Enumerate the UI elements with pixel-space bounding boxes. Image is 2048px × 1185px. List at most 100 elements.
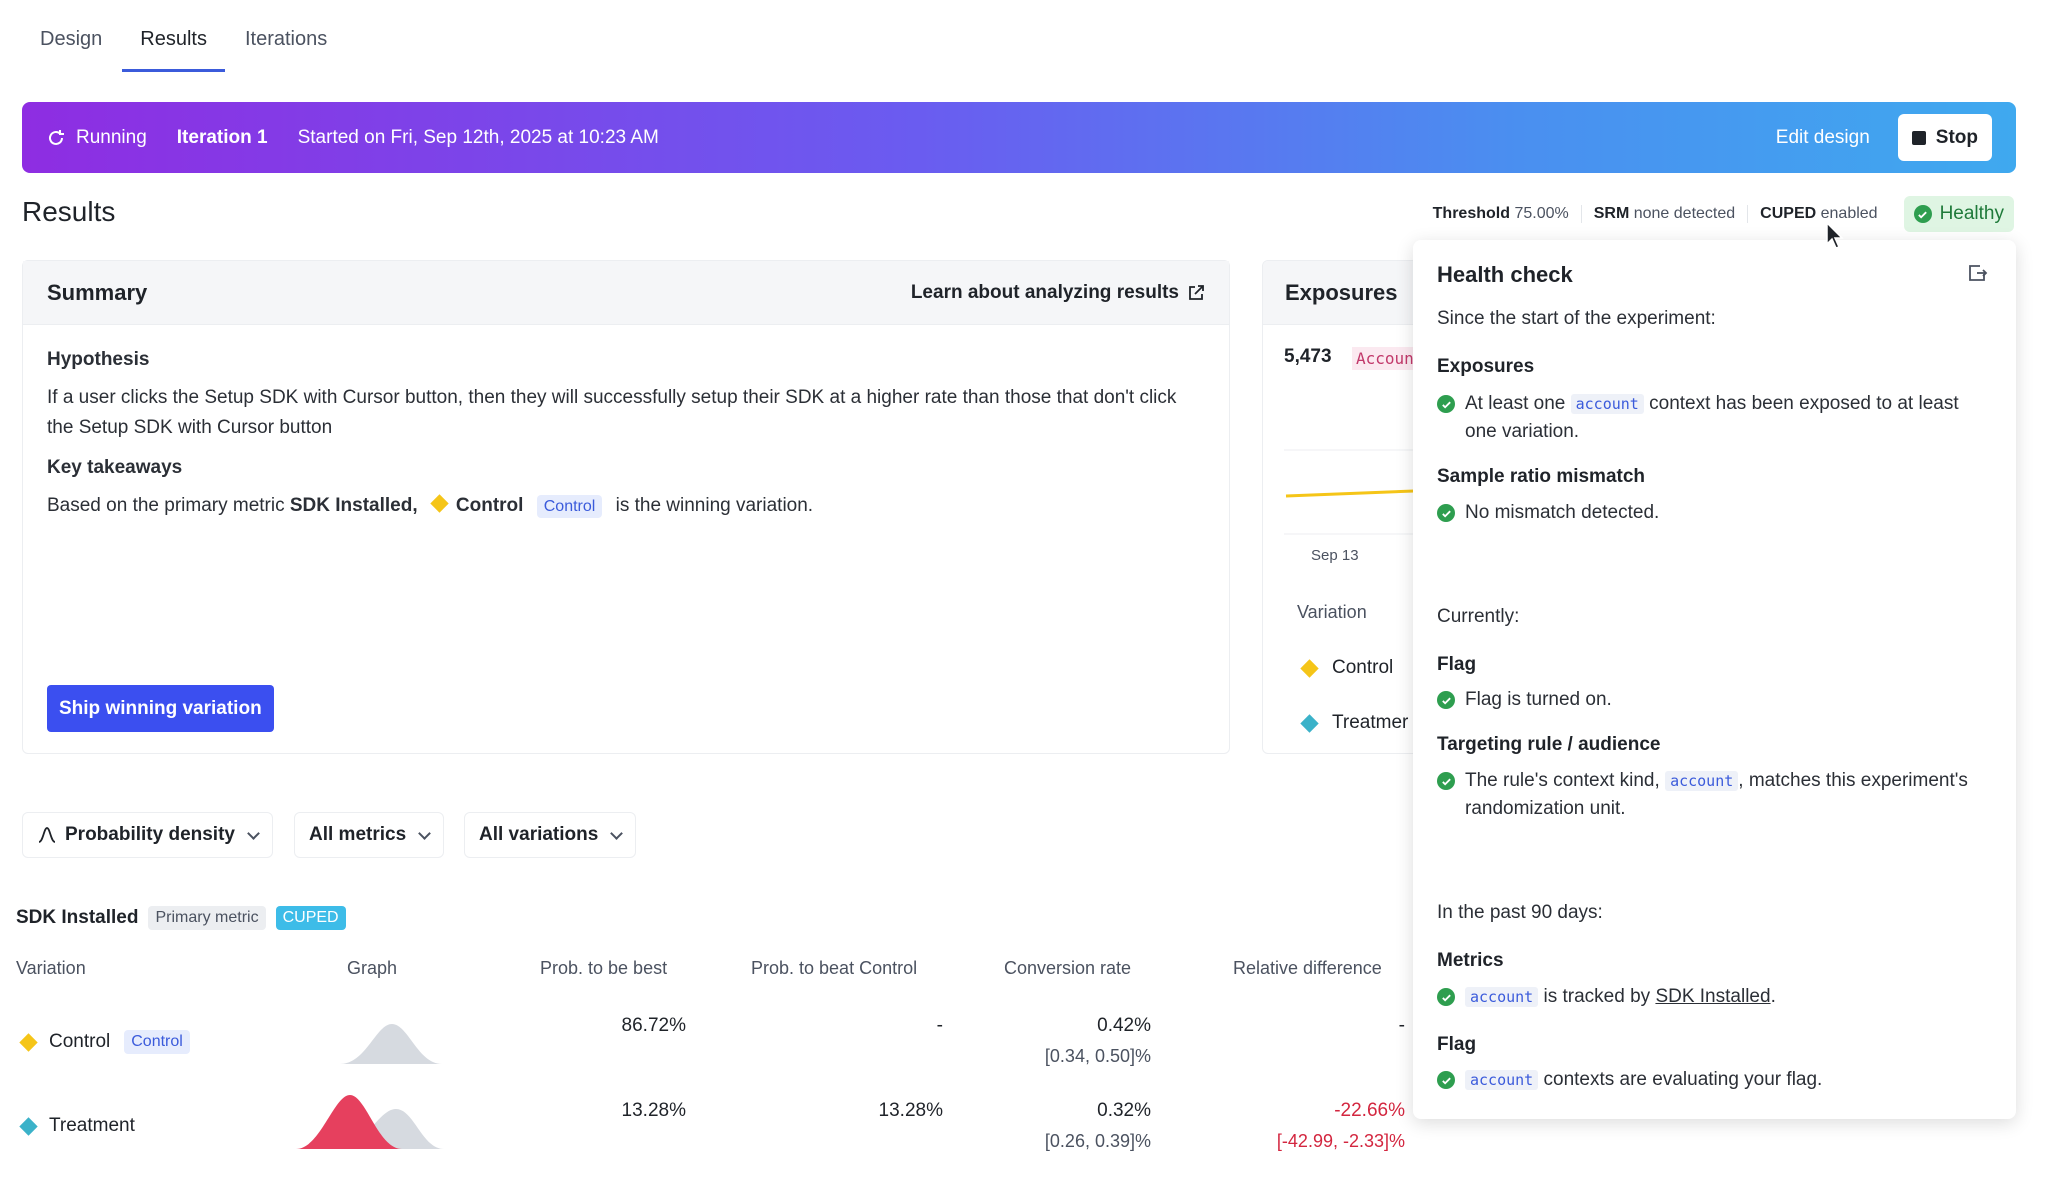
tab-results[interactable]: Results xyxy=(122,22,225,72)
exposures-line-chart xyxy=(1284,449,1414,535)
refresh-icon xyxy=(49,129,64,145)
check-circle-icon xyxy=(1437,504,1455,522)
started-label: Started on Fri, Sep 12th, 2025 at 10:23 … xyxy=(297,126,659,148)
control-pill: Control xyxy=(124,1030,190,1054)
summary-body: Hypothesis If a user clicks the Setup SD… xyxy=(23,325,1229,560)
hypothesis-heading: Hypothesis xyxy=(47,349,150,370)
col-header-graph: Graph xyxy=(347,958,398,978)
status-banner: Running Iteration 1 Started on Fri, Sep … xyxy=(22,102,2016,173)
check-circle-icon xyxy=(1913,205,1932,223)
flag-check: Flag is turned on. xyxy=(1437,686,1976,714)
learn-label: Learn about analyzing results xyxy=(910,281,1179,303)
variations-filter-label: All variations xyxy=(479,824,599,845)
takeaway-text: Based on the primary metric SDK Installe… xyxy=(47,494,814,518)
chevron-down-icon xyxy=(418,826,432,840)
prob-beat-cell: - xyxy=(936,1015,943,1036)
col-header-relative-diff: Relative difference xyxy=(1233,958,1382,978)
check-circle-icon xyxy=(1437,691,1455,709)
density-icon xyxy=(38,827,56,843)
summary-card: Summary Learn about analyzing results Hy… xyxy=(22,260,1230,754)
density-graph-control xyxy=(340,1024,442,1064)
control-pill: Control xyxy=(536,495,603,518)
control-diamond-icon xyxy=(19,1032,38,1052)
control-diamond-icon xyxy=(1300,658,1319,678)
metric-name: SDK Installed xyxy=(16,907,139,928)
srm-stat: SRM none detected xyxy=(1582,205,1749,223)
exposures-row-treatment: Treatmer xyxy=(1299,712,1408,734)
health-check-title: Health check xyxy=(1437,262,1573,287)
hypothesis-text: If a user clicks the Setup SDK with Curs… xyxy=(47,387,1177,438)
prob-best-cell: 13.28% xyxy=(621,1100,686,1121)
treatment-diamond-icon xyxy=(1300,713,1319,733)
takeaways-heading: Key takeaways xyxy=(47,457,183,478)
exposures-heading: Exposures xyxy=(1437,356,1535,377)
exposure-context-badge: Accoun xyxy=(1352,347,1418,370)
stop-button[interactable]: Stop xyxy=(1897,114,1992,161)
exposures-title: Exposures xyxy=(1263,261,1421,325)
summary-title: Summary xyxy=(47,279,148,305)
check-circle-icon xyxy=(1437,1071,1455,1089)
targeting-check: The rule's context kind, account, matche… xyxy=(1437,767,1976,823)
treatment-diamond-icon xyxy=(19,1116,38,1136)
table-row: Treatment xyxy=(18,1115,135,1137)
flag2-check: account contexts are evaluating your fla… xyxy=(1437,1066,1976,1094)
cuped-stat: CUPED enabled xyxy=(1760,205,1878,222)
external-link-icon xyxy=(1189,284,1204,300)
variations-dropdown[interactable]: All variations xyxy=(464,812,637,858)
primary-metric-badge: Primary metric xyxy=(148,906,266,930)
edit-design-link[interactable]: Edit design xyxy=(1775,126,1870,148)
targeting-heading: Targeting rule / audience xyxy=(1437,734,1661,755)
chevron-down-icon xyxy=(247,826,260,840)
stop-label: Stop xyxy=(1935,126,1978,148)
control-diamond-icon xyxy=(430,494,449,513)
stop-icon xyxy=(1911,130,1926,145)
col-header-prob-beat: Prob. to beat Control xyxy=(751,958,918,978)
tab-design[interactable]: Design xyxy=(40,28,103,50)
variation-name: Control xyxy=(49,1031,111,1052)
metrics-heading: Metrics xyxy=(1437,950,1504,971)
sdk-installed-link[interactable]: SDK Installed xyxy=(1655,986,1771,1007)
flag2-heading: Flag xyxy=(1437,1034,1477,1055)
exposures-card: Exposures xyxy=(1262,260,1422,754)
exposures-check: At least one account context has been ex… xyxy=(1437,390,1976,446)
exposures-variation-header: Variation xyxy=(1297,602,1367,622)
col-header-prob-best: Prob. to be best xyxy=(540,958,668,978)
summary-header: Summary Learn about analyzing results xyxy=(23,261,1229,325)
metrics-filter-label: All metrics xyxy=(309,824,407,845)
relative-diff-cell: - xyxy=(1398,1015,1405,1036)
prob-best-cell: 86.72% xyxy=(621,1015,686,1036)
relative-diff-cell: -22.66% xyxy=(1334,1100,1405,1121)
prob-beat-cell: 13.28% xyxy=(878,1100,943,1121)
chart-type-label: Probability density xyxy=(65,824,235,845)
conversion-ci-cell: [0.34, 0.50]% xyxy=(1044,1046,1151,1066)
metrics-check: account is tracked by SDK Installed. xyxy=(1437,983,1976,1011)
healthy-badge[interactable]: Healthy xyxy=(1903,196,2014,232)
mouse-cursor-icon xyxy=(1826,222,1844,249)
conversion-cell: 0.42% xyxy=(1097,1015,1151,1036)
check-circle-icon xyxy=(1437,772,1455,790)
density-graph-treatment xyxy=(296,1095,444,1149)
flag-heading: Flag xyxy=(1437,654,1477,675)
tab-iterations[interactable]: Iterations xyxy=(244,28,328,50)
chevron-down-icon xyxy=(610,826,624,840)
page-title: Results xyxy=(22,196,116,227)
chart-type-dropdown[interactable]: Probability density xyxy=(22,812,273,858)
conversion-ci-cell: [0.26, 0.39]% xyxy=(1044,1131,1151,1151)
ship-winning-button[interactable]: Ship winning variation xyxy=(47,685,274,732)
dismiss-icon[interactable] xyxy=(1966,262,1988,284)
threshold-stat: Threshold 75.00% xyxy=(1421,205,1582,223)
srm-check: No mismatch detected. xyxy=(1437,499,1976,527)
past-label: In the past 90 days: xyxy=(1437,902,1603,923)
relative-diff-ci-cell: [-42.99, -2.33]% xyxy=(1276,1131,1405,1151)
healthy-label: Healthy xyxy=(1939,203,2004,224)
col-header-variation: Variation xyxy=(16,958,86,978)
health-check-popover: Health check Since the start of the expe… xyxy=(1413,240,2016,1119)
since-label: Since the start of the experiment: xyxy=(1437,308,1716,329)
conversion-cell: 0.32% xyxy=(1097,1100,1151,1121)
metrics-dropdown[interactable]: All metrics xyxy=(294,812,445,858)
check-circle-icon xyxy=(1437,988,1455,1006)
learn-analyzing-link[interactable]: Learn about analyzing results xyxy=(911,282,1205,304)
exposure-count: 5,473 xyxy=(1284,346,1332,367)
metric-title: SDK Installed Primary metric CUPED xyxy=(16,906,346,930)
currently-label: Currently: xyxy=(1437,606,1520,627)
